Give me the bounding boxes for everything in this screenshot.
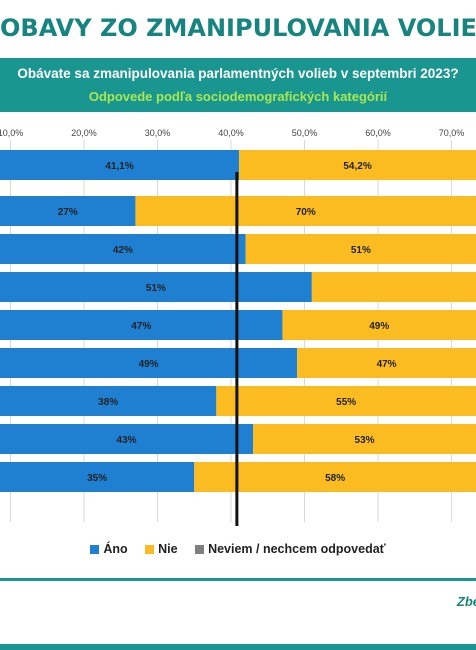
data-label: 53% (355, 435, 375, 446)
data-label: 55% (336, 397, 356, 408)
data-label: 49% (369, 321, 389, 332)
legend-swatch-nie (145, 545, 155, 554)
data-label: 51% (351, 245, 371, 256)
chart-subtitle: Odpovede podľa sociodemografických kateg… (88, 89, 388, 104)
bar-ano (0, 234, 246, 264)
legend: Áno Nie Neviem / nechcem odpovedať (0, 542, 476, 556)
data-label: 58% (325, 473, 345, 484)
bar-ano (0, 196, 136, 226)
page-title: OBAVY ZO ZMANIPULOVANIA VOLIEB (0, 14, 476, 42)
bars (0, 150, 476, 492)
x-tick-label: 50,0% (292, 128, 318, 138)
legend-item-neviem: Neviem / nechcem odpovedať (195, 542, 386, 556)
chart-question: Obávate sa zmanipulovania parlamentných … (17, 66, 459, 81)
stacked-bar-chart: 10,0% 20,0% 30,0% 40,0% 50,0% 60,0% 70,0% 41,1… (0, 128, 476, 526)
x-tick-label: 70,0% (439, 128, 465, 138)
bar-ano (0, 386, 217, 416)
data-label: 51% (146, 283, 166, 294)
question-band (0, 58, 476, 112)
bar-nie (239, 150, 476, 180)
legend-label-ano: Áno (103, 542, 128, 556)
x-tick-label: 30,0% (145, 128, 171, 138)
data-labels: 41,1% 54,2% 27% 70% 42% 51% 51% 47% 49% 49% 47% 38%… (58, 161, 397, 484)
footer-rule (0, 578, 476, 581)
legend-item-nie: Nie (145, 542, 178, 556)
legend-label-nie: Nie (158, 542, 178, 556)
bar-ano (0, 462, 195, 492)
bar-ano (0, 150, 240, 180)
bar-nie (311, 272, 476, 302)
x-tick-labels: 10,0% 20,0% 30,0% 40,0% 50,0% 60,0% 70,0% (0, 128, 464, 138)
bar-nie (253, 424, 476, 454)
data-label: 41,1% (105, 161, 133, 172)
title-band (0, 0, 476, 58)
source-note: Zbe (456, 594, 476, 609)
legend-swatch-ano (90, 545, 100, 554)
data-label: 49% (139, 359, 159, 370)
data-label: 38% (98, 397, 118, 408)
data-label: 42% (113, 245, 133, 256)
legend-swatch-neviem (195, 545, 205, 554)
bar-nie (297, 348, 476, 378)
bar-nie (135, 196, 476, 226)
legend-label-neviem: Neviem / nechcem odpovedať (208, 542, 386, 556)
data-label: 35% (87, 473, 107, 484)
bar-nie (282, 310, 476, 340)
bottom-rule (0, 644, 476, 650)
bar-ano (0, 310, 283, 340)
x-tick-label: 40,0% (218, 128, 244, 138)
bar-ano (0, 424, 254, 454)
bar-nie (216, 386, 476, 416)
legend-item-ano: Áno (90, 542, 128, 556)
data-label: 47% (131, 321, 151, 332)
bar-nie (194, 462, 476, 492)
data-label: 47% (377, 359, 397, 370)
data-label: 43% (117, 435, 137, 446)
data-label: 27% (58, 207, 78, 218)
x-tick-label: 60,0% (365, 128, 391, 138)
x-tick-label: 10,0% (0, 128, 23, 138)
bar-ano (0, 348, 298, 378)
bar-nie (245, 234, 476, 264)
data-label: 54,2% (343, 161, 371, 172)
data-label: 70% (296, 207, 316, 218)
bar-ano (0, 272, 312, 302)
x-tick-label: 20,0% (71, 128, 97, 138)
